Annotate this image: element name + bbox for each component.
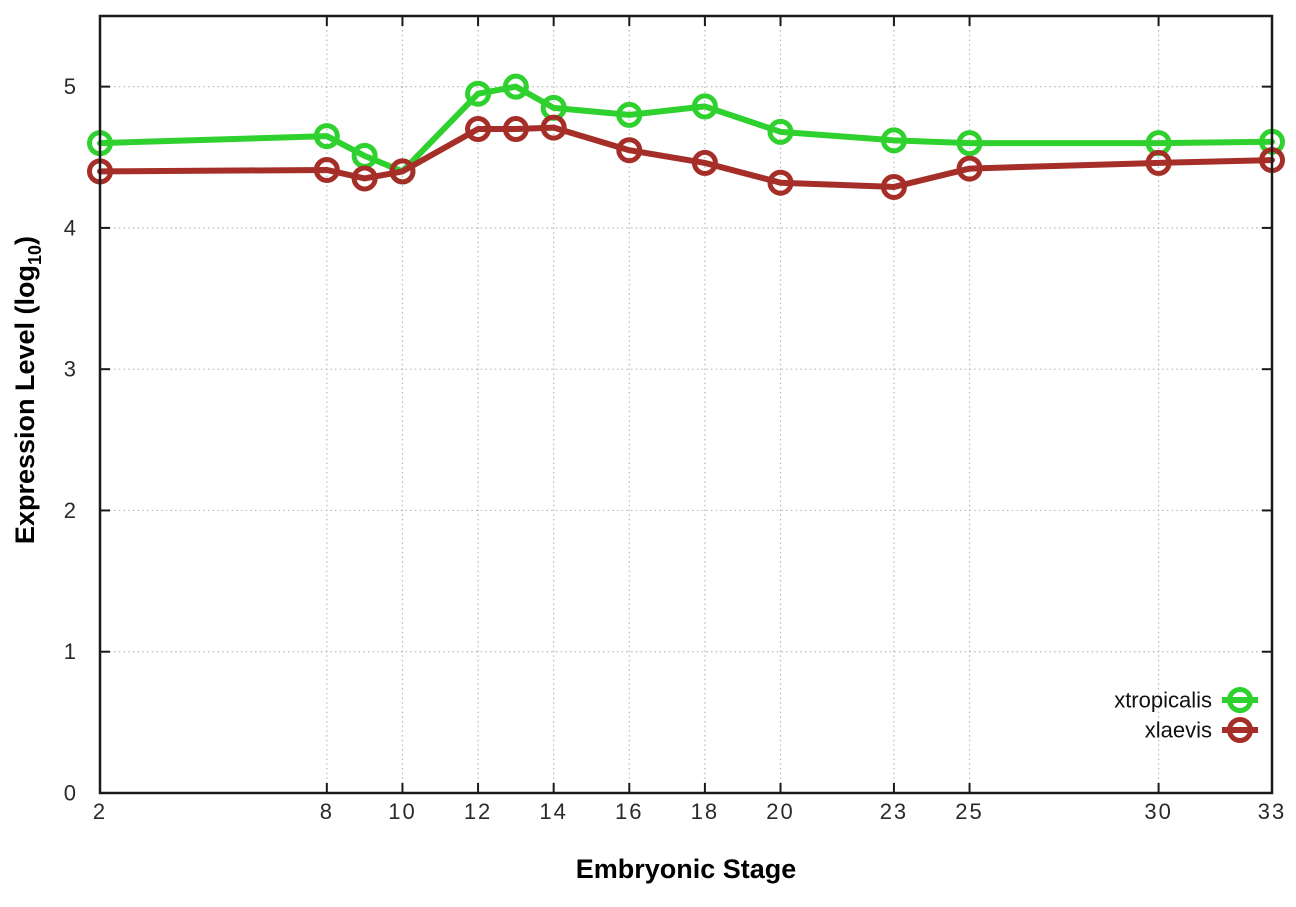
legend-label-xtropicalis: xtropicalis: [1114, 688, 1212, 713]
data-point-xlaevis: [767, 169, 794, 196]
x-tick-label: 10: [388, 799, 416, 824]
data-point-xlaevis: [616, 137, 643, 164]
x-tick-label: 30: [1144, 799, 1172, 824]
data-point-xlaevis: [502, 116, 529, 143]
x-tick-label: 16: [615, 799, 643, 824]
legend-sample-marker: [1227, 717, 1253, 743]
y-tick-label: 3: [64, 357, 78, 382]
x-tick-label: 2: [93, 799, 107, 824]
data-point-xlaevis: [956, 155, 983, 182]
data-point-xtropicalis: [313, 123, 340, 150]
y-tick-label: 5: [64, 74, 78, 99]
x-tick-label: 25: [955, 799, 983, 824]
legend: xtropicalis xlaevis: [1114, 687, 1258, 743]
data-point-xlaevis: [691, 149, 718, 176]
data-point-xlaevis: [351, 165, 378, 192]
y-axis-title-end: ): [10, 236, 40, 245]
y-tick-label: 1: [64, 639, 78, 664]
x-tick-label: 20: [766, 799, 794, 824]
legend-label-xlaevis: xlaevis: [1145, 718, 1212, 743]
y-axis-title-subscript: 10: [25, 245, 45, 265]
y-axis-title-main: Expression Level (log: [10, 265, 40, 544]
x-tick-label: 14: [539, 799, 567, 824]
data-point-xtropicalis: [502, 73, 529, 100]
data-point-xtropicalis: [691, 93, 718, 120]
legend-sample-marker: [1227, 687, 1253, 713]
data-point-xtropicalis: [956, 130, 983, 157]
data-point-xtropicalis: [880, 127, 907, 154]
data-point-xtropicalis: [616, 101, 643, 128]
data-point-xlaevis: [880, 173, 907, 200]
plot-border: [98, 14, 1274, 795]
x-tick-label: 23: [880, 799, 908, 824]
x-tick-label: 8: [320, 799, 334, 824]
data-point-xlaevis: [540, 114, 567, 141]
y-tick-label: 2: [64, 498, 78, 523]
y-tick-label: 0: [64, 781, 78, 806]
data-point-xlaevis: [1145, 149, 1172, 176]
x-tick-label: 18: [691, 799, 719, 824]
data-point-xtropicalis: [465, 80, 492, 107]
data-point-xlaevis: [389, 158, 416, 185]
data-series: [87, 73, 1285, 200]
data-point-xlaevis: [465, 116, 492, 143]
y-axis-title: Expression Level (log10): [10, 236, 45, 544]
grid-lines: [100, 16, 1272, 793]
x-tick-label: 12: [464, 799, 492, 824]
data-point-xlaevis: [313, 156, 340, 183]
data-point-xtropicalis: [767, 118, 794, 145]
y-tick-label: 4: [64, 215, 78, 240]
x-axis-title: Embryonic Stage: [576, 854, 797, 884]
axes-and-ticks: [98, 14, 1274, 795]
x-tick-label: 33: [1258, 799, 1286, 824]
